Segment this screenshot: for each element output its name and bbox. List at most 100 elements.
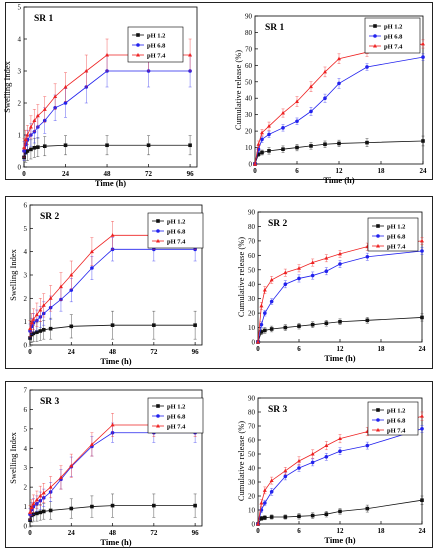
data-point [28,326,32,331]
chart-4: 0 10 20 30 40 50 60 70 80 90 0 6 12 18 24 Time (h) Cumul… [236,209,426,364]
y-tick-label: 10 [248,507,256,515]
series-ph-7-4 [253,39,425,166]
data-point [324,256,329,260]
y-tick-label: 80 [245,29,253,37]
data-point [110,503,115,508]
y-tick-label: 60 [245,62,253,70]
data-point [41,509,46,514]
plot-frame [23,6,198,168]
y-tick-label: 90 [248,395,256,403]
x-tick-label: 12 [337,527,345,535]
x-tick-label: 72 [150,529,158,537]
y-tick-label: 60 [248,437,256,445]
legend-marker [376,243,380,248]
x-tick-label: 0 [253,167,257,175]
data-point [283,270,288,275]
legend-marker [376,234,380,238]
data-point [152,323,156,327]
y-tick-label: 2 [18,100,22,108]
x-tick-label: 24 [419,527,427,535]
data-point [110,233,115,237]
y-axis-label: Swelling Index [2,60,12,112]
y-tick-label: 5 [24,425,28,433]
x-axis-label: Time (h) [323,175,354,185]
data-point [31,501,36,506]
x-tick-label: 24 [420,167,428,175]
x-tick-label: 18 [378,167,386,175]
data-point [69,272,74,277]
data-point [22,145,26,150]
data-point [29,320,34,325]
legend-marker [136,43,140,47]
data-point [23,137,28,142]
y-tick-label: 80 [248,223,256,231]
data-point [337,141,341,146]
x-tick-label: 0 [28,348,32,356]
data-point [84,68,89,73]
x-tick-label: 48 [109,529,117,537]
legend-entry: pH 6.8 [387,234,406,241]
legend-entry: pH 7.4 [387,428,406,435]
data-point [262,287,267,292]
data-point [34,497,39,502]
data-point [89,442,94,446]
y-tick-label: 40 [245,95,253,103]
legend-marker [373,34,377,38]
y-tick-label: 2 [24,295,28,303]
data-point [260,137,264,142]
data-point [146,143,151,148]
x-tick-label: 6 [297,345,301,353]
data-point [259,303,264,308]
legend-entry: pH 7.4 [147,53,166,60]
legend-marker [156,404,160,408]
y-tick-label: 50 [245,78,253,86]
y-tick-label: 6 [24,202,28,210]
y-tick-label: 0 [18,164,22,172]
data-point [69,463,74,468]
legend-box [367,217,419,252]
series-ph-1-2 [256,495,424,526]
legend-marker [156,229,160,233]
chart-6: 0 10 20 30 40 50 60 70 80 90 0 6 12 18 24 Time (h) Cumul… [236,395,426,546]
legend-entry: pH 1.2 [387,408,405,415]
x-tick-label: 24 [419,345,427,353]
data-point [110,323,115,327]
data-point [295,119,299,124]
x-tick-label: 0 [256,345,260,353]
series-ph-1-2 [28,310,197,347]
data-point [269,327,274,331]
legend-entry: pH 7.4 [387,244,406,251]
data-point [188,52,193,57]
data-point [338,319,342,324]
y-tick-label: 3 [24,272,28,280]
y-tick-label: 20 [248,310,256,318]
y-tick-label: 3 [24,464,28,472]
data-point [269,490,274,494]
legend: pH 1.2 pH 6.8 pH 7.4 [364,17,421,54]
x-tick-label: 24 [68,348,76,356]
x-axis-label: Time (h) [100,537,131,547]
data-point [283,282,288,287]
legend-marker [156,238,160,243]
y-tick-label: 2 [24,484,28,492]
data-point [29,505,34,509]
data-point [365,65,369,69]
series-ph-6-8 [256,425,424,526]
data-point [90,504,94,509]
data-point [310,451,315,456]
data-point [69,288,74,292]
legend-marker [156,414,160,418]
chart-title: SR 3 [268,405,288,415]
data-point [297,276,301,281]
data-point [310,460,315,465]
data-point [36,145,40,149]
data-point [48,484,53,489]
x-tick-label: 0 [28,529,32,537]
legend: pH 1.2 pH 6.8 pH 7.4 [367,217,419,252]
x-tick-label: 48 [109,348,117,356]
data-point [421,55,425,59]
data-point [267,149,271,153]
y-axis-label: Cumulative release (%) [236,237,246,317]
y-tick-label: 1 [24,318,28,326]
